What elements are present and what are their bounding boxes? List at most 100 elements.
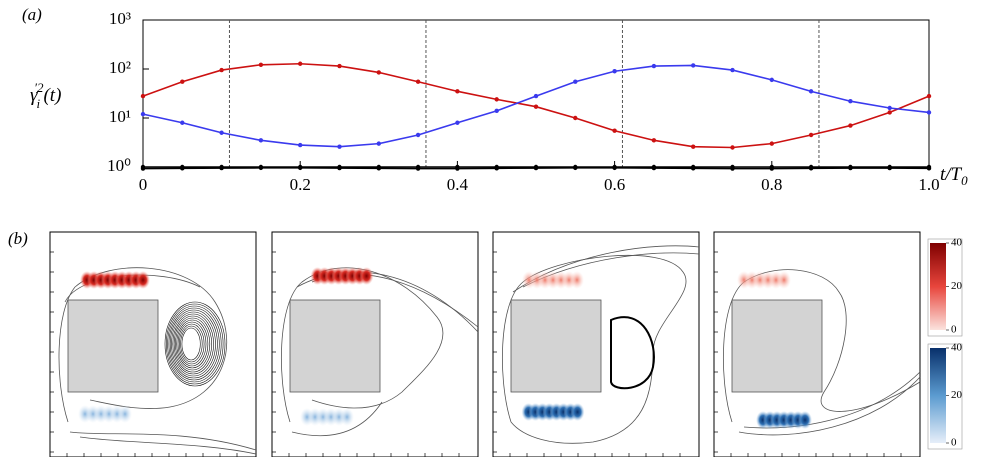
- vortex-blob: [777, 271, 791, 289]
- closed-contour: [175, 317, 211, 371]
- point: [180, 166, 185, 171]
- closed-contour: [167, 305, 222, 383]
- closed-contour: [171, 311, 216, 377]
- point: [887, 165, 892, 171]
- point: [298, 61, 303, 66]
- point: [926, 93, 932, 99]
- contour: [738, 376, 921, 436]
- point: [533, 93, 539, 99]
- point: [612, 69, 617, 74]
- x-label-sub: 0: [961, 173, 968, 188]
- point: [219, 130, 224, 135]
- point: [140, 111, 146, 117]
- vortex-blob: [570, 271, 584, 289]
- y-axis-label: γi′2(t): [30, 80, 61, 111]
- closed-contour: [165, 303, 224, 385]
- panel-label: (b): [8, 229, 28, 248]
- point: [258, 62, 264, 67]
- x-tick-label: 0.8: [761, 175, 782, 194]
- y-tick-label: 10¹: [109, 107, 131, 126]
- point: [298, 165, 303, 171]
- point: [926, 110, 932, 115]
- x-axis-label: t/T0: [940, 164, 968, 188]
- point: [573, 165, 578, 171]
- point: [651, 138, 657, 143]
- x-tick-label: 0: [139, 175, 148, 194]
- closed-contour: [179, 323, 205, 365]
- point: [730, 145, 735, 150]
- y-tick-label: 10²: [109, 58, 131, 77]
- point: [769, 166, 774, 171]
- vortex-blob: [118, 405, 132, 423]
- point: [691, 144, 696, 149]
- point: [376, 166, 381, 171]
- snapshot: [49, 231, 257, 457]
- point: [455, 120, 460, 125]
- y-label-sup: ′2: [34, 80, 44, 95]
- point: [219, 67, 224, 73]
- point: [415, 132, 421, 138]
- closed-contour: [172, 313, 214, 375]
- colorbars: 0 20 40 0 20 40: [927, 237, 963, 450]
- colorbar-tick-label: 0: [951, 437, 957, 449]
- point: [691, 63, 696, 68]
- point: [140, 166, 146, 171]
- point: [455, 166, 460, 171]
- point: [887, 110, 892, 115]
- point: [494, 166, 499, 171]
- x-tick-label: 0.2: [290, 175, 311, 194]
- point: [180, 120, 185, 125]
- x-tick-label: 1.0: [918, 175, 939, 194]
- point: [455, 89, 460, 94]
- y-label-base: γ: [30, 85, 38, 106]
- point: [376, 70, 381, 75]
- panel-label: (a): [22, 5, 42, 24]
- vortex-blob: [570, 403, 585, 421]
- contour: [743, 371, 921, 429]
- point: [612, 165, 617, 171]
- x-tick-label: 0.6: [604, 175, 625, 194]
- point: [769, 141, 774, 146]
- point: [887, 105, 892, 111]
- point: [494, 97, 499, 102]
- point: [808, 166, 814, 171]
- point: [730, 67, 735, 73]
- vortex-blob: [136, 271, 150, 289]
- point: [337, 63, 342, 69]
- point: [494, 108, 499, 114]
- point: [258, 165, 264, 171]
- bluff-body: [510, 299, 602, 393]
- colorbar-tick-label: 20: [951, 389, 963, 401]
- y-label-rest: (t): [43, 85, 61, 106]
- point: [848, 165, 853, 171]
- vortex-blob: [359, 267, 374, 285]
- closed-contour: [610, 316, 655, 390]
- point: [848, 99, 853, 104]
- colorbar: [930, 243, 946, 330]
- closed-contour: [177, 321, 207, 367]
- point: [140, 93, 146, 99]
- x-tick-label: 0.4: [447, 175, 469, 194]
- colorbar-tick-label: 40: [951, 237, 963, 249]
- contour: [723, 269, 921, 423]
- point: [769, 77, 774, 83]
- point: [651, 165, 657, 171]
- point: [298, 142, 303, 148]
- contour: [69, 431, 257, 451]
- point: [926, 166, 932, 171]
- closed-contour: [164, 301, 226, 387]
- y-tick-label: 10³: [109, 9, 131, 28]
- closed-contour: [173, 315, 212, 373]
- point: [337, 165, 342, 171]
- colorbar-tick-label: 0: [951, 324, 957, 336]
- snapshot: [492, 231, 700, 457]
- vortex-blob: [340, 408, 354, 426]
- point: [691, 166, 696, 171]
- colorbar: [930, 348, 946, 443]
- point: [573, 79, 578, 84]
- x-label-base: t/T: [940, 164, 963, 185]
- contour: [291, 401, 383, 437]
- closed-contour: [168, 307, 220, 381]
- closed-contour: [176, 319, 209, 369]
